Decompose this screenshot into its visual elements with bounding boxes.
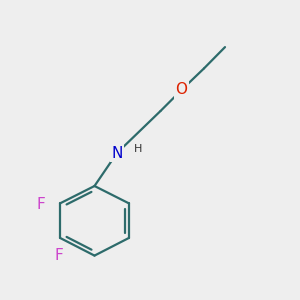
Text: F: F [54, 248, 63, 263]
Text: O: O [176, 82, 188, 98]
Text: H: H [134, 143, 142, 154]
Text: F: F [36, 196, 45, 211]
Text: N: N [111, 146, 123, 160]
